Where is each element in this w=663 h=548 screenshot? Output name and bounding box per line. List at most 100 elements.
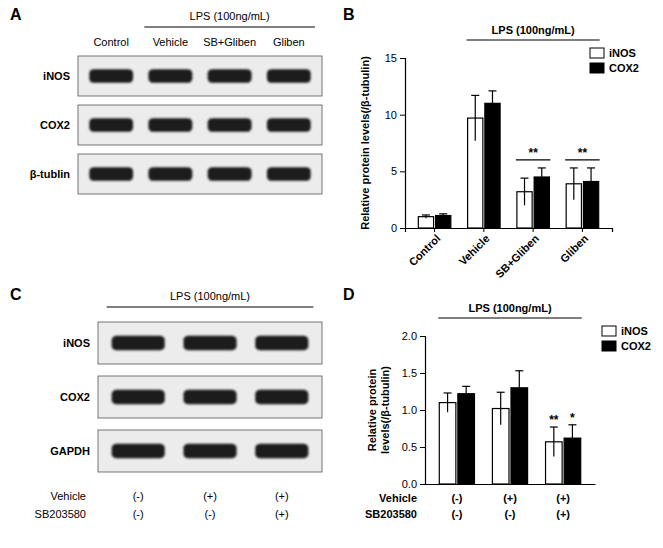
figure: LPS (100ng/mL)ControlVehicleSB+GlibenGli… bbox=[0, 0, 663, 548]
chart-panel: 051015ControlVehicleSB+GlibenGlibenRelat… bbox=[359, 24, 639, 280]
error-bar bbox=[471, 95, 479, 140]
y-tick: 15 bbox=[385, 52, 405, 64]
bar bbox=[458, 394, 475, 484]
error-cap bbox=[462, 386, 470, 387]
error-bar bbox=[521, 178, 529, 205]
error-whisker bbox=[519, 371, 520, 405]
y-tick-mark bbox=[420, 336, 425, 337]
error-whisker bbox=[590, 168, 591, 195]
error-whisker bbox=[553, 427, 554, 457]
condition-label: (+) bbox=[275, 490, 289, 502]
y-tick-label: 2.0 bbox=[402, 330, 417, 342]
condition-label: (+) bbox=[556, 508, 570, 520]
lane-label: SB+Gliben bbox=[203, 36, 256, 48]
condition-name: Vehicle bbox=[379, 492, 417, 504]
error-cap bbox=[422, 214, 430, 215]
condition-label: (+) bbox=[275, 508, 289, 520]
error-cap bbox=[439, 213, 447, 214]
blot-band bbox=[148, 167, 192, 181]
error-bar bbox=[488, 91, 496, 116]
x-tick-mark bbox=[483, 228, 484, 232]
condition-label: (+) bbox=[503, 492, 517, 504]
panel-label: D bbox=[343, 286, 355, 303]
blot-band bbox=[148, 118, 192, 132]
significance: ** bbox=[578, 146, 588, 160]
legend-swatch bbox=[590, 48, 604, 58]
significance: ** bbox=[549, 413, 559, 427]
blot-band bbox=[112, 336, 165, 350]
condition-label: (-) bbox=[451, 492, 462, 504]
panel-label: A bbox=[10, 6, 22, 23]
blot-band bbox=[183, 390, 236, 404]
blot-band bbox=[267, 118, 311, 132]
chart-panel: 0.00.51.01.52.0Relative proteinlevels(/β… bbox=[365, 302, 651, 520]
x-tick-mark bbox=[434, 228, 435, 232]
row-label: iNOS bbox=[63, 337, 90, 349]
error-whisker bbox=[475, 95, 476, 140]
error-whisker bbox=[524, 178, 525, 205]
error-bar bbox=[439, 214, 447, 217]
blot-panel: LPS (100ng/mL)iNOSCOX2GAPDHVehicle(-)(+)… bbox=[35, 290, 322, 520]
blot-band bbox=[208, 167, 252, 181]
condition-name: SB203580 bbox=[365, 508, 417, 520]
y-tick-mark bbox=[420, 447, 425, 448]
blot-band bbox=[208, 118, 252, 132]
y-axis-line bbox=[400, 59, 406, 229]
x-tick: Vehicle bbox=[456, 228, 491, 267]
blot-strip bbox=[98, 430, 322, 472]
plot-marks bbox=[418, 91, 598, 228]
y-tick-label: 5 bbox=[391, 165, 397, 177]
x-tick-mark bbox=[582, 228, 583, 232]
blot-strip bbox=[98, 322, 322, 364]
x-axis-line bbox=[426, 484, 596, 485]
lane-label: Gliben bbox=[273, 36, 305, 48]
error-cap bbox=[570, 167, 578, 168]
error-whisker bbox=[447, 393, 448, 412]
y-tick: 1.5 bbox=[402, 367, 425, 379]
blot-strip bbox=[78, 105, 322, 145]
y-tick-mark bbox=[420, 373, 425, 374]
header-line bbox=[144, 26, 315, 27]
blot-panel: LPS (100ng/mL)ControlVehicleSB+GlibenGli… bbox=[30, 10, 322, 194]
condition-label: (+) bbox=[203, 490, 217, 502]
error-whisker bbox=[541, 168, 542, 186]
error-cap bbox=[587, 167, 595, 168]
x-tick-label: Control bbox=[406, 232, 442, 268]
error-cap bbox=[521, 178, 529, 179]
header-label: LPS (100ng/mL) bbox=[190, 10, 270, 22]
error-whisker bbox=[466, 386, 467, 401]
blot-band bbox=[112, 444, 165, 458]
legend-swatch bbox=[590, 63, 604, 73]
x-axis: ControlVehicleSB+GlibenGliben bbox=[406, 228, 613, 280]
x-tick-label: SB+Gliben bbox=[493, 232, 541, 280]
y-tick-label: 0.5 bbox=[402, 441, 417, 453]
x-axis-line bbox=[406, 229, 613, 233]
blot-band bbox=[183, 444, 236, 458]
y-tick: 0 bbox=[391, 222, 405, 234]
error-cap bbox=[471, 95, 479, 96]
y-axis-title: Relative protein levels(/β-tubulin) bbox=[359, 56, 371, 230]
error-bar bbox=[497, 392, 505, 425]
error-cap bbox=[488, 90, 496, 91]
y-axis-line bbox=[420, 337, 426, 485]
panel-label: B bbox=[343, 6, 355, 23]
condition-name: Vehicle bbox=[51, 490, 86, 502]
blot-band bbox=[255, 336, 308, 350]
blot-band bbox=[89, 118, 133, 132]
significance: * bbox=[570, 411, 575, 425]
condition-label: (-) bbox=[205, 508, 216, 520]
blot-band bbox=[89, 167, 133, 181]
lane-label: Control bbox=[93, 36, 128, 48]
blot-band bbox=[255, 390, 308, 404]
error-bar bbox=[538, 168, 546, 186]
blot-strip bbox=[78, 154, 322, 194]
y-tick-mark bbox=[420, 484, 425, 485]
blot-band bbox=[148, 69, 192, 83]
x-tick: SB+Gliben bbox=[493, 228, 541, 280]
header-label: LPS (100ng/mL) bbox=[170, 290, 250, 302]
row-label: iNOS bbox=[43, 70, 70, 82]
y-tick: 5 bbox=[391, 165, 405, 177]
error-bar bbox=[568, 425, 576, 452]
annotation: LPS (100ng/mL) bbox=[468, 302, 551, 314]
blot-band bbox=[183, 336, 236, 350]
